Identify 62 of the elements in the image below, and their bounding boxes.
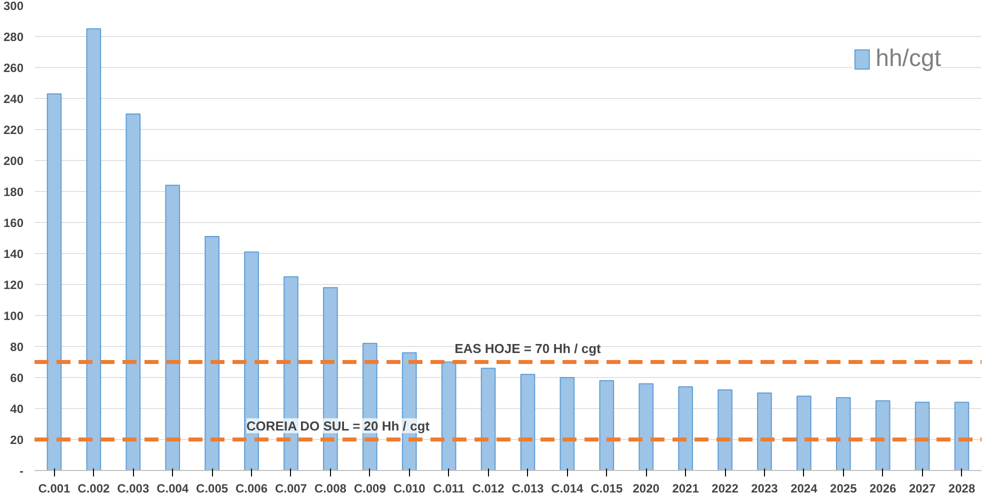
x-tick-label: 2021 [672,482,700,496]
x-tick-label: 2022 [712,482,739,496]
y-tick-label: 260 [3,61,24,75]
x-tick-label: C.005 [196,482,228,496]
y-tick-label: 200 [3,154,24,168]
x-tick-label: C.006 [236,482,268,496]
bar [560,377,575,470]
x-tick-label: 2026 [870,482,897,496]
x-tick-label: 2023 [751,482,778,496]
y-tick-label: 280 [3,30,24,44]
ref-line-label: EAS HOJE = 70 Hh / cgt [454,340,602,356]
bar [480,368,496,470]
bar [757,392,772,470]
bar [954,402,970,470]
y-tick-label: 100 [3,309,24,323]
x-tick-label: 2024 [790,482,818,496]
x-tick-label: 2028 [948,482,976,496]
x-tick-label: C.010 [393,482,426,496]
y-tick-label: - [20,464,24,478]
y-tick-label: 120 [3,278,24,292]
legend-label: hh/cgt [876,45,941,73]
bar [599,380,614,470]
x-tick-label: C.002 [78,482,110,496]
bar [678,386,693,470]
bar [165,184,180,470]
x-tick-label: C.014 [551,482,584,496]
x-tick-label: C.001 [38,482,71,496]
x-tick-label: 2027 [908,482,936,496]
ref-line-label: COREIA DO SUL = 20 Hh / cgt [246,418,430,434]
bar [796,396,812,470]
x-tick-label: 2025 [830,482,858,496]
y-tick-label: 60 [10,371,24,385]
bar [520,374,536,470]
x-tick-label: C.008 [314,482,347,496]
bar [875,400,890,470]
bar [86,28,102,470]
y-tick-label: 300 [3,0,24,13]
bar [718,389,732,470]
x-tick-label: 2020 [632,482,660,496]
bar [441,362,456,470]
bar [126,114,141,470]
bar [46,93,62,470]
x-tick-label: C.011 [433,482,465,496]
y-tick-label: 240 [3,92,24,106]
y-tick-label: 80 [10,340,24,354]
x-tick-label: C.004 [156,482,189,496]
x-tick-label: C.009 [354,482,386,496]
y-tick-label: 20 [10,433,24,447]
bar [914,402,930,470]
bar [638,383,654,470]
x-tick-label: C.003 [117,482,150,496]
y-tick-label: 180 [3,185,24,199]
x-tick-label: C.015 [590,482,623,496]
x-tick-label: C.007 [274,482,308,496]
bar [204,236,220,470]
y-tick-label: 160 [3,216,24,230]
x-tick-label: C.013 [512,482,544,496]
x-tick-label: C.012 [472,482,505,496]
y-tick-label: 220 [3,123,24,137]
y-tick-label: 140 [3,247,24,261]
y-tick-label: 40 [10,402,24,416]
bar [836,397,851,470]
